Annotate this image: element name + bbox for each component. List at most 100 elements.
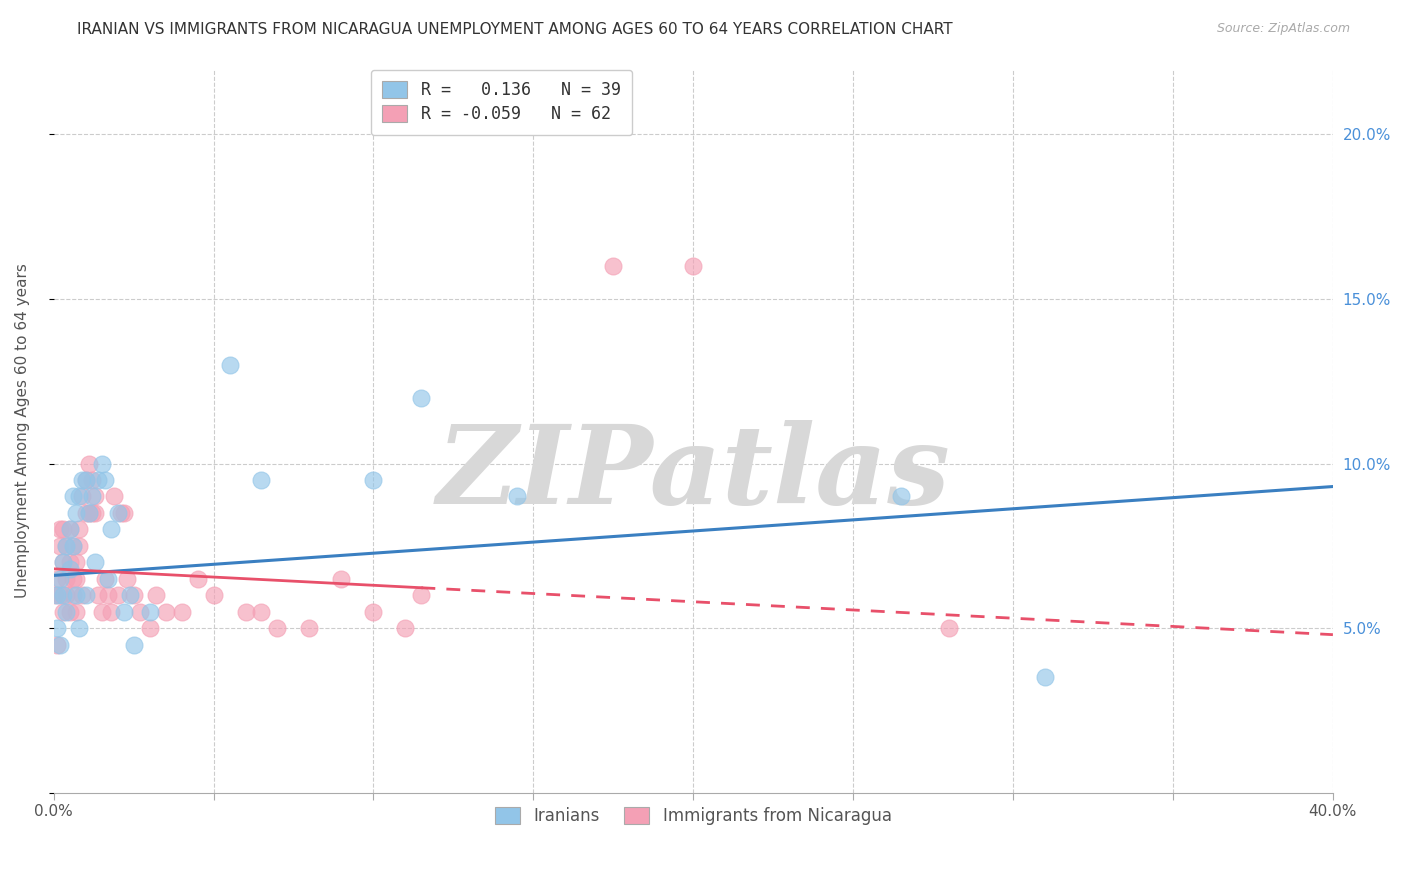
- Point: [52, 588, 75, 602]
- Point: [90, 457, 112, 471]
- Point: [77, 457, 100, 471]
- Point: [394, 621, 416, 635]
- Point: [55, 539, 77, 553]
- Point: [112, 605, 135, 619]
- Point: [55, 572, 77, 586]
- Point: [65, 506, 87, 520]
- Point: [59, 522, 82, 536]
- Point: [72, 490, 94, 504]
- Point: [62, 539, 84, 553]
- Point: [45, 621, 67, 635]
- Point: [67, 490, 90, 504]
- Point: [122, 588, 145, 602]
- Point: [52, 555, 75, 569]
- Point: [80, 490, 103, 504]
- Point: [87, 588, 110, 602]
- Point: [250, 473, 273, 487]
- Point: [52, 555, 75, 569]
- Point: [65, 605, 87, 619]
- Point: [75, 588, 97, 602]
- Point: [411, 391, 433, 405]
- Point: [65, 588, 87, 602]
- Point: [62, 572, 84, 586]
- Point: [62, 539, 84, 553]
- Point: [145, 588, 167, 602]
- Point: [90, 605, 112, 619]
- Point: [65, 555, 87, 569]
- Point: [218, 358, 240, 372]
- Point: [49, 638, 72, 652]
- Point: [67, 522, 90, 536]
- Point: [75, 506, 97, 520]
- Point: [77, 506, 100, 520]
- Point: [62, 490, 84, 504]
- Point: [330, 572, 353, 586]
- Point: [55, 588, 77, 602]
- Point: [138, 605, 160, 619]
- Point: [67, 539, 90, 553]
- Point: [120, 588, 142, 602]
- Point: [1033, 670, 1056, 684]
- Point: [170, 605, 193, 619]
- Point: [59, 562, 82, 576]
- Point: [84, 506, 107, 520]
- Point: [94, 473, 117, 487]
- Point: [250, 605, 273, 619]
- Point: [602, 259, 624, 273]
- Point: [52, 522, 75, 536]
- Point: [62, 588, 84, 602]
- Point: [45, 638, 67, 652]
- Point: [112, 506, 135, 520]
- Point: [138, 621, 160, 635]
- Point: [59, 522, 82, 536]
- Point: [87, 473, 110, 487]
- Text: IRANIAN VS IMMIGRANTS FROM NICARAGUA UNEMPLOYMENT AMONG AGES 60 TO 64 YEARS CORR: IRANIAN VS IMMIGRANTS FROM NICARAGUA UNE…: [77, 22, 953, 37]
- Point: [94, 572, 117, 586]
- Point: [363, 473, 385, 487]
- Point: [84, 555, 107, 569]
- Point: [75, 473, 97, 487]
- Point: [72, 588, 94, 602]
- Point: [890, 490, 912, 504]
- Point: [122, 638, 145, 652]
- Point: [59, 605, 82, 619]
- Point: [107, 506, 129, 520]
- Legend: Iranians, Immigrants from Nicaragua: Iranians, Immigrants from Nicaragua: [485, 797, 901, 835]
- Point: [97, 572, 120, 586]
- Point: [298, 621, 321, 635]
- Point: [235, 605, 257, 619]
- Point: [52, 605, 75, 619]
- Point: [363, 605, 385, 619]
- Point: [80, 473, 103, 487]
- Point: [506, 490, 529, 504]
- Point: [55, 539, 77, 553]
- Point: [77, 506, 100, 520]
- Point: [72, 473, 94, 487]
- Point: [115, 572, 138, 586]
- Point: [103, 490, 125, 504]
- Point: [49, 572, 72, 586]
- Point: [110, 506, 132, 520]
- Point: [80, 506, 103, 520]
- Point: [44, 588, 66, 602]
- Point: [938, 621, 960, 635]
- Point: [266, 621, 288, 635]
- Point: [49, 588, 72, 602]
- Point: [100, 605, 122, 619]
- Point: [107, 588, 129, 602]
- Point: [45, 588, 67, 602]
- Point: [59, 555, 82, 569]
- Point: [186, 572, 208, 586]
- Text: ZIPatlas: ZIPatlas: [436, 420, 950, 528]
- Point: [65, 572, 87, 586]
- Point: [49, 522, 72, 536]
- Point: [155, 605, 177, 619]
- Point: [45, 572, 67, 586]
- Point: [84, 490, 107, 504]
- Point: [100, 522, 122, 536]
- Point: [97, 588, 120, 602]
- Point: [75, 473, 97, 487]
- Point: [49, 539, 72, 553]
- Text: Source: ZipAtlas.com: Source: ZipAtlas.com: [1216, 22, 1350, 36]
- Point: [411, 588, 433, 602]
